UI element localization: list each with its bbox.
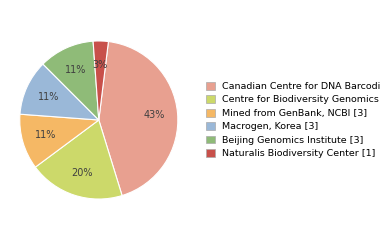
Text: 11%: 11% [35,130,56,140]
Wedge shape [20,64,99,120]
Wedge shape [99,42,178,196]
Wedge shape [20,114,99,167]
Text: 3%: 3% [93,60,108,70]
Text: 20%: 20% [71,168,92,178]
Text: 11%: 11% [38,92,59,102]
Wedge shape [43,41,99,120]
Text: 11%: 11% [65,65,87,75]
Wedge shape [35,120,122,199]
Legend: Canadian Centre for DNA Barcoding [11], Centre for Biodiversity Genomics [5], Mi: Canadian Centre for DNA Barcoding [11], … [206,82,380,158]
Wedge shape [93,41,108,120]
Text: 43%: 43% [143,110,165,120]
